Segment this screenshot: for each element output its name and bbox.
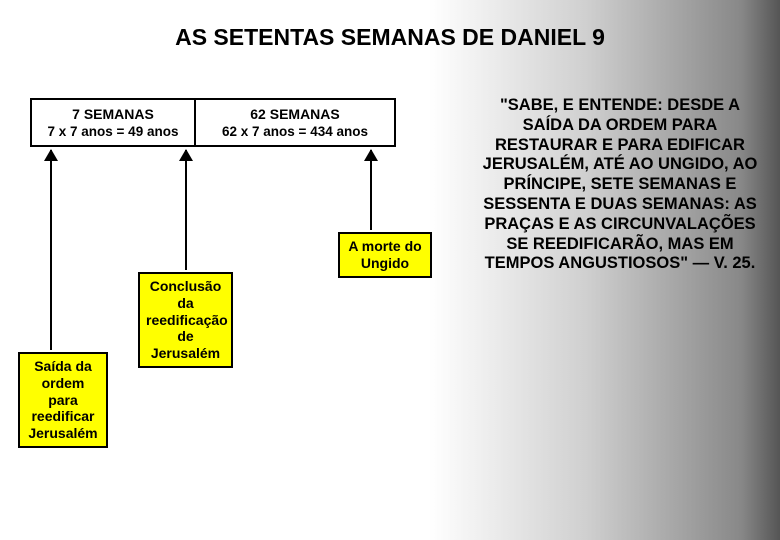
box-conclusao: Conclusão da reedificação de Jerusalém <box>138 272 233 368</box>
arrow-morte <box>370 150 372 230</box>
arrow-conclusao <box>185 150 187 270</box>
col1-sub: 7 x 7 anos = 49 anos <box>36 124 190 139</box>
col1-heading: 7 SEMANAS <box>36 106 190 122</box>
timeline-col-62semanas: 62 SEMANAS 62 x 7 anos = 434 anos <box>196 100 394 145</box>
col2-heading: 62 SEMANAS <box>200 106 390 122</box>
arrow-saida <box>50 150 52 350</box>
box-morte: A morte do Ungido <box>338 232 432 278</box>
col2-sub: 62 x 7 anos = 434 anos <box>200 124 390 139</box>
scripture-quote: "SABE, E ENTENDE: DESDE A SAÍDA DA ORDEM… <box>475 96 765 274</box>
timeline-col-7semanas: 7 SEMANAS 7 x 7 anos = 49 anos <box>32 100 196 145</box>
box-saida: Saída da ordem para reedificar Jerusalém <box>18 352 108 448</box>
diagram-title: AS SETENTAS SEMANAS DE DANIEL 9 <box>0 24 780 51</box>
timeline-row: 7 SEMANAS 7 x 7 anos = 49 anos 62 SEMANA… <box>30 98 396 147</box>
